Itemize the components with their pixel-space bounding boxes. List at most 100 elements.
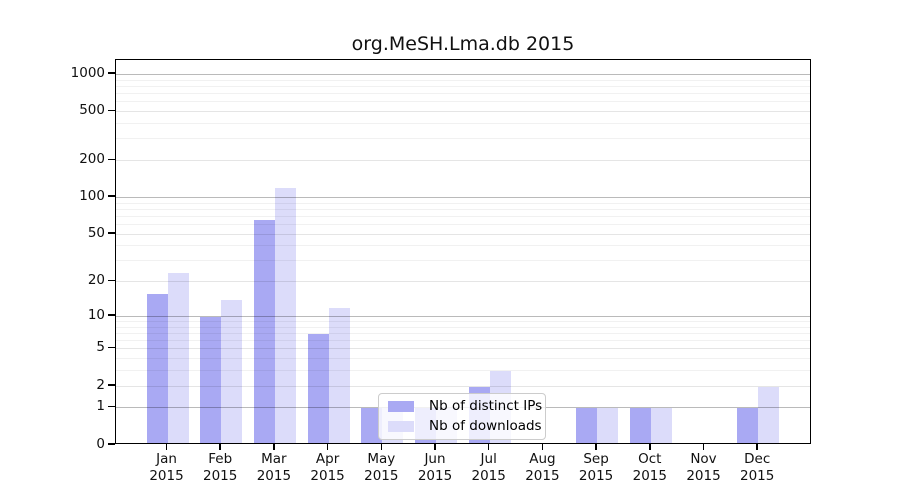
x-tick-label-mar: Mar 2015 [239,451,309,485]
bar-oct-distinct-ips [629,408,651,443]
y-tick-label-500: 500 [79,102,105,119]
x-tick-month: May [367,451,396,467]
x-tick-mark [649,444,651,450]
y-tick-label-10: 10 [87,306,105,323]
gridline-y-700 [116,93,810,95]
x-tick-month: Oct [638,451,662,467]
bar-mar-distinct-ips [253,219,275,443]
x-tick-label-sep: Sep 2015 [561,451,631,485]
y-tick-mark [108,72,115,74]
chart-title: org.MeSH.Lma.db 2015 [351,33,575,55]
y-tick-label-5: 5 [96,339,105,356]
bar-sep-distinct-ips [576,408,598,443]
x-tick-year: 2015 [417,468,453,484]
x-tick-label-jun: Jun 2015 [400,451,470,485]
gridline-y-1000 [116,73,810,75]
x-tick-month: Sep [583,451,609,467]
x-tick-mark [595,444,597,450]
x-tick-year: 2015 [632,468,667,484]
x-tick-year: 2015 [525,468,560,484]
y-tick-label-0: 0 [96,435,105,452]
x-tick-year: 2015 [310,468,345,484]
y-tick-label-50: 50 [87,224,105,241]
y-tick-label-1: 1 [96,398,105,415]
bar-may-distinct-ips [361,408,383,443]
x-tick-label-oct: Oct 2015 [615,451,685,485]
gridline-y-8 [116,326,810,328]
gridline-y-7 [116,332,810,334]
bar-mar-downloads [274,188,296,443]
gridline-y-40 [116,245,810,247]
x-tick-mark [326,444,329,450]
x-tick-mark [219,444,221,450]
legend: Nb of distinct IPs Nb of downloads [378,393,546,440]
x-tick-mark [702,444,705,450]
plot-area: Nb of distinct IPs Nb of downloads [115,59,811,444]
y-tick-mark [108,109,115,112]
y-tick-label-20: 20 [87,272,105,289]
x-tick-label-feb: Feb 2015 [185,451,255,485]
legend-swatch-icon [388,421,414,432]
x-tick-mark [380,444,383,450]
bar-apr-distinct-ips [307,333,329,443]
x-tick-year: 2015 [686,468,721,484]
legend-label: Nb of downloads [429,418,542,434]
x-tick-month: Nov [690,451,717,467]
x-tick-mark [434,444,436,450]
x-tick-year: 2015 [578,468,614,484]
x-tick-month: Dec [744,451,771,467]
x-tick-month: Apr [315,451,340,467]
x-tick-label-apr: Apr 2015 [293,451,363,485]
x-tick-mark [756,444,758,450]
x-tick-month: Aug [529,451,556,467]
x-tick-month: Mar [261,451,287,467]
x-tick-year: 2015 [203,468,238,484]
gridline-y-500 [116,111,810,113]
x-tick-month: Feb [208,451,233,467]
x-tick-label-dec: Dec 2015 [722,451,792,485]
gridline-y-50 [116,233,810,235]
x-tick-label-aug: Aug 2015 [507,451,577,485]
gridline-y-6 [116,340,810,342]
y-tick-label-200: 200 [79,151,105,168]
y-tick-mark [108,405,115,408]
y-tick-label-100: 100 [79,187,105,204]
gridline-y-70 [116,215,810,217]
legend-swatch-icon [388,401,414,412]
x-tick-label-jul: Jul 2015 [454,451,524,485]
gridline-y-600 [116,101,810,103]
y-tick-mark [108,195,115,197]
bar-sep-downloads [597,408,619,443]
y-tick-mark [108,384,115,386]
x-tick-month: Jan [156,451,177,467]
bar-feb-downloads [221,300,243,443]
bar-dec-downloads [758,386,780,443]
y-tick-mark [108,158,115,161]
gridline-y-400 [116,123,810,124]
gridline-y-9 [116,321,810,322]
gridline-y-200 [116,160,810,162]
x-tick-year: 2015 [149,468,184,484]
y-tick-mark [108,279,115,282]
y-tick-label-1000: 1000 [70,64,105,81]
bar-apr-downloads [328,307,350,443]
gridline-y-100 [116,196,810,198]
y-tick-mark [108,443,115,445]
gridline-y-80 [116,208,810,210]
x-tick-year: 2015 [256,468,292,484]
x-tick-month: Jul [480,451,497,467]
y-tick-label-2: 2 [96,376,105,393]
gridline-y-30 [116,260,810,262]
gridline-y-300 [116,138,810,140]
gridline-y-2 [116,385,810,387]
x-tick-mark [541,444,544,450]
x-tick-label-jan: Jan 2015 [132,451,202,485]
bar-oct-downloads [650,408,672,443]
gridline-y-10 [116,315,810,317]
gridline-y-3 [116,370,810,372]
x-tick-month: Jun [424,451,446,467]
bar-dec-distinct-ips [737,408,759,443]
gridline-y-5 [116,348,810,350]
y-tick-mark [108,346,115,349]
